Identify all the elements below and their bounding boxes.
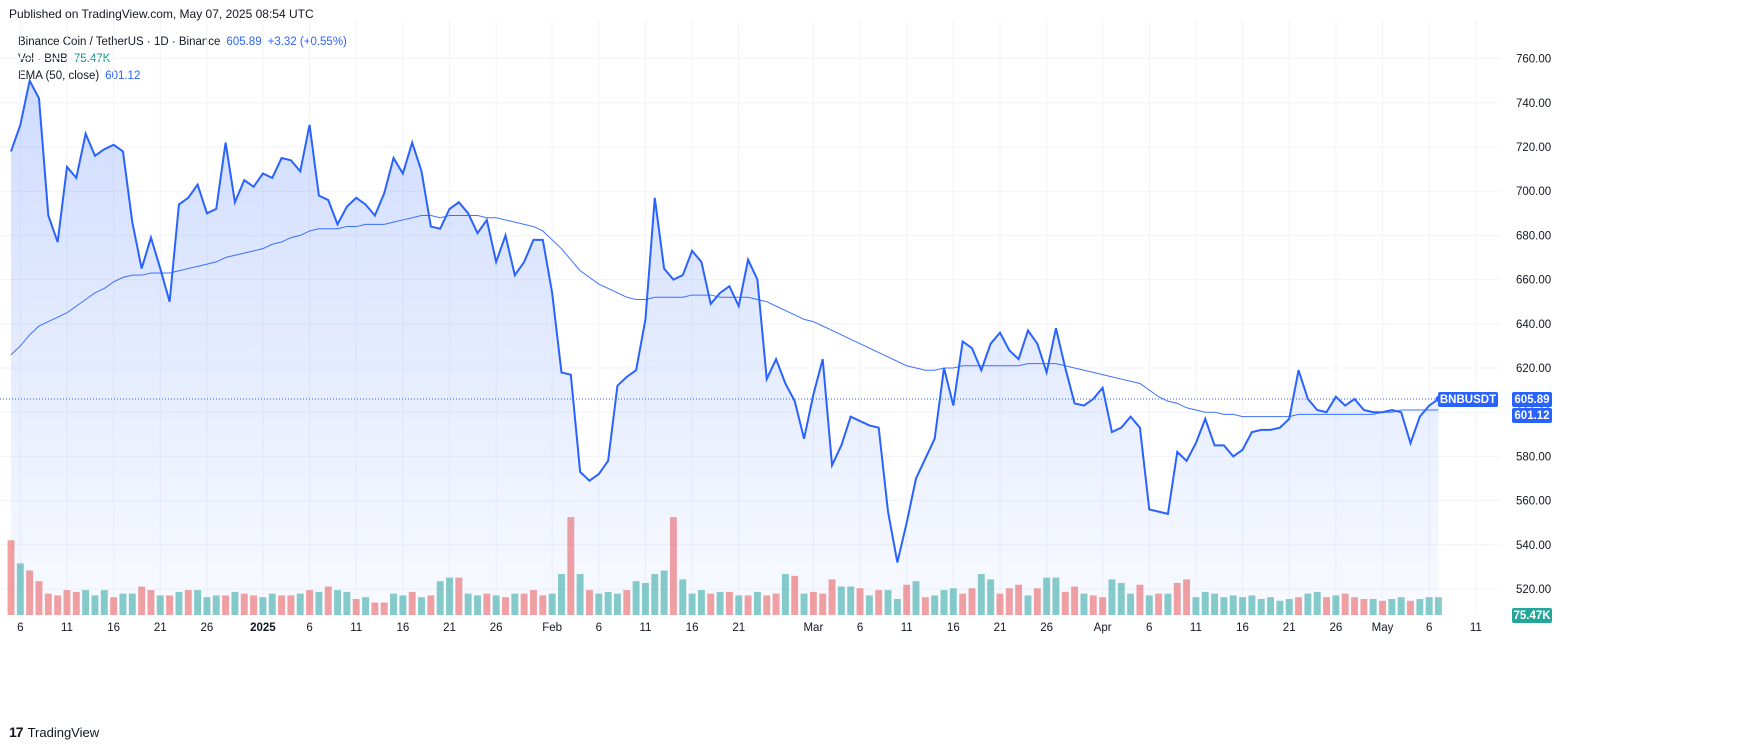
x-tick-label: 11 (639, 622, 651, 634)
legend-price: 605.89 (226, 36, 262, 48)
tradingview-logo-icon: 17 (9, 724, 24, 740)
price-tag-label: 605.89 (1514, 394, 1549, 406)
y-tick-label: 700.00 (1516, 186, 1551, 198)
x-tick-label: 21 (732, 622, 745, 634)
y-tick-label: 760.00 (1516, 54, 1551, 66)
y-tick-label: 580.00 (1516, 451, 1551, 463)
ema-line (10, 215, 1439, 418)
price-chart[interactable]: 520.00540.00560.00580.00600.00620.00640.… (0, 20, 1754, 720)
ema-tag: 601.12 (1512, 407, 1552, 423)
x-tick-label: 6 (857, 622, 863, 634)
x-tick-label: 21 (443, 622, 456, 634)
y-tick-label: 640.00 (1516, 319, 1551, 331)
x-tick-label: 21 (1283, 622, 1296, 634)
symbol-tag: BNBUSDT (1438, 391, 1498, 407)
x-tick-label: 21 (154, 622, 167, 634)
y-tick-label: 720.00 (1516, 142, 1551, 154)
x-tick-label: 16 (947, 622, 960, 634)
volume-tag: 75.47K (1512, 608, 1552, 623)
x-tick-label: 21 (994, 622, 1007, 634)
x-tick-label: 11 (901, 622, 913, 634)
price-area (11, 80, 1439, 615)
x-tick-label: Apr (1094, 622, 1112, 634)
footer: 17 TradingView (9, 724, 99, 740)
price-axis[interactable]: 520.00540.00560.00580.00600.00620.00640.… (1516, 54, 1551, 596)
y-tick-label: 540.00 (1516, 540, 1551, 552)
legend-change: +3.32 (+0.55%) (267, 36, 347, 48)
published-caption: Published on TradingView.com, May 07, 20… (9, 7, 314, 21)
footer-brand: TradingView (27, 724, 100, 740)
x-tick-label: 16 (396, 622, 409, 634)
x-tick-label: 16 (686, 622, 699, 634)
y-tick-label: 740.00 (1516, 98, 1551, 110)
y-tick-label: 520.00 (1516, 584, 1551, 596)
x-tick-label: 6 (1426, 622, 1432, 634)
x-tick-label: May (1372, 622, 1394, 634)
x-tick-label: 26 (490, 622, 503, 634)
x-tick-label: 16 (107, 622, 120, 634)
legend-ema-label: EMA (50, close) (18, 70, 100, 82)
x-tick-label: 6 (596, 622, 602, 634)
x-tick-label: 26 (1329, 622, 1342, 634)
symbol-tag-label: BNBUSDT (1440, 394, 1496, 406)
time-axis[interactable]: 6 11 16 21 26 2025 6 11 16 21 26 Feb 6 11 16 21 Mar 6 11 16… (17, 622, 1482, 634)
x-tick-label: Mar (803, 622, 823, 634)
x-tick-label: 6 (306, 622, 312, 634)
x-tick-label: 11 (1470, 622, 1482, 634)
price-tag: 605.89 (1512, 391, 1552, 407)
y-tick-label: 660.00 (1516, 275, 1551, 287)
y-tick-label: 680.00 (1516, 230, 1551, 242)
ema-tag-label: 601.12 (1514, 410, 1549, 422)
x-tick-label: Feb (542, 622, 562, 634)
x-tick-label: 26 (201, 622, 214, 634)
x-tick-label: 11 (350, 622, 362, 634)
legend-symbol: Binance Coin / TetherUS · 1D · Binance (18, 36, 221, 48)
x-tick-label: 6 (17, 622, 23, 634)
x-tick-label: 26 (1040, 622, 1053, 634)
x-tick-label: 11 (1190, 622, 1202, 634)
x-tick-label: 11 (61, 622, 73, 634)
x-tick-label: 2025 (250, 622, 276, 634)
price-line (10, 77, 1440, 563)
y-tick-label: 560.00 (1516, 496, 1551, 508)
x-tick-label: 16 (1236, 622, 1249, 634)
volume-tag-label: 75.47K (1513, 610, 1551, 622)
legend-symbol-row: Binance Coin / TetherUS · 1D · Binance 60… (18, 34, 347, 51)
y-tick-label: 620.00 (1516, 363, 1551, 375)
x-tick-label: 6 (1146, 622, 1152, 634)
